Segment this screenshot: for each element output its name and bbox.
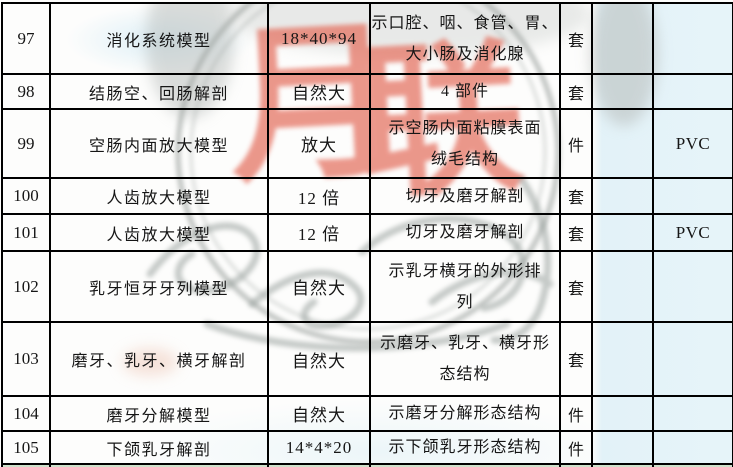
table-row: 102 乳牙恒牙牙列模型 自然大 示乳牙横牙的外形排 列 套 xyxy=(1,250,733,323)
description-cell: 4 部件 xyxy=(369,73,561,110)
sliver-cell xyxy=(559,463,593,467)
material-cell xyxy=(652,430,733,465)
table-row: 97 消化系统模型 18*40*94 示口腔、咽、食管、胃、 大小肠及消化腺 套 xyxy=(1,2,733,75)
row-number-cell: 104 xyxy=(1,395,51,432)
table-row: 101 人齿放大模型 12 倍 切牙及磨牙解剖 套 PVC xyxy=(1,213,733,252)
spec-cell: 14*4*20 xyxy=(267,430,371,465)
extra-cell xyxy=(591,250,654,323)
spec-cell: 18*40*94 xyxy=(267,2,371,75)
row-number-cell: 102 xyxy=(1,250,51,323)
spec-cell: 12 倍 xyxy=(267,213,371,252)
unit-cell: 套 xyxy=(559,73,593,110)
spec-cell: 自然大 xyxy=(267,321,371,397)
description-line: 列 xyxy=(456,293,474,311)
spec-cell: 自然大 xyxy=(267,395,371,432)
extra-cell xyxy=(591,177,654,215)
material-cell xyxy=(652,177,733,215)
extra-cell xyxy=(591,2,654,75)
unit-cell: 件 xyxy=(559,430,593,465)
model-name-cell: 结肠空、回肠解剖 xyxy=(49,73,269,110)
table-row: 105 下颌乳牙解剖 14*4*20 示下颌乳牙形态结构 件 xyxy=(1,430,733,465)
description-line: 切牙及磨牙解剖 xyxy=(405,187,525,205)
model-name-cell: 消化系统模型 xyxy=(49,2,269,75)
row-number-cell: 105 xyxy=(1,430,51,465)
table-row: 104 磨牙分解模型 自然大 示磨牙分解形态结构 件 xyxy=(1,395,733,432)
sliver-cell xyxy=(49,463,269,467)
unit-cell: 套 xyxy=(559,177,593,215)
material-cell: PVC xyxy=(652,213,733,252)
sliver-cell xyxy=(591,463,654,467)
sliver-cell xyxy=(1,463,51,467)
row-number-cell: 99 xyxy=(1,108,51,179)
description-line: 切牙及磨牙解剖 xyxy=(405,224,525,241)
material-cell xyxy=(652,2,733,75)
material-cell xyxy=(652,395,733,432)
table-row: 100 人齿放大模型 12 倍 切牙及磨牙解剖 套 xyxy=(1,177,733,215)
row-number-cell: 101 xyxy=(1,213,51,252)
model-name-cell: 磨牙、乳牙、横牙解剖 xyxy=(49,321,269,397)
material-cell xyxy=(652,321,733,397)
unit-cell: 套 xyxy=(559,321,593,397)
material-cell xyxy=(652,73,733,110)
description-cell: 示空肠内面粘膜表面 绒毛结构 xyxy=(369,108,561,179)
next-row-sliver xyxy=(1,463,733,467)
description-line: 大小肠及消化腺 xyxy=(405,45,525,63)
row-number-cell: 98 xyxy=(1,73,51,110)
model-name-cell: 人齿放大模型 xyxy=(49,177,269,215)
table-row: 103 磨牙、乳牙、横牙解剖 自然大 示磨牙、乳牙、横牙形 态结构 套 xyxy=(1,321,733,397)
spec-cell: 自然大 xyxy=(267,250,371,323)
unit-cell: 件 xyxy=(559,395,593,432)
model-name-cell: 空肠内面放大模型 xyxy=(49,108,269,179)
extra-cell xyxy=(591,321,654,397)
material-cell xyxy=(652,250,733,323)
unit-cell: 套 xyxy=(559,213,593,252)
description-line: 4 部件 xyxy=(440,83,489,100)
model-name-cell: 人齿放大模型 xyxy=(49,213,269,252)
spec-cell: 放大 xyxy=(267,108,371,179)
unit-cell: 件 xyxy=(559,108,593,179)
description-cell: 示磨牙分解形态结构 xyxy=(369,395,561,432)
extra-cell xyxy=(591,73,654,110)
row-number-cell: 103 xyxy=(1,321,51,397)
description-line: 示下颌乳牙形态结构 xyxy=(388,439,542,456)
table-row: 99 空肠内面放大模型 放大 示空肠内面粘膜表面 绒毛结构 件 PVC xyxy=(1,108,733,179)
description-cell: 切牙及磨牙解剖 xyxy=(369,177,561,215)
description-cell: 示乳牙横牙的外形排 列 xyxy=(369,250,561,323)
spec-cell: 自然大 xyxy=(267,73,371,110)
extra-cell xyxy=(591,108,654,179)
extra-cell xyxy=(591,395,654,432)
table-row: 98 结肠空、回肠解剖 自然大 4 部件 套 xyxy=(1,73,733,110)
row-number-cell: 100 xyxy=(1,177,51,215)
description-line: 示乳牙横牙的外形排 xyxy=(388,262,542,280)
model-name-cell: 磨牙分解模型 xyxy=(49,395,269,432)
description-cell: 示下颌乳牙形态结构 xyxy=(369,430,561,465)
sliver-cell xyxy=(267,463,371,467)
unit-cell: 套 xyxy=(559,2,593,75)
spec-cell: 12 倍 xyxy=(267,177,371,215)
description-line: 示口腔、咽、食管、胃、 xyxy=(371,14,559,32)
description-line: 态结构 xyxy=(439,366,491,383)
unit-cell: 套 xyxy=(559,250,593,323)
description-line: 绒毛结构 xyxy=(430,150,499,168)
description-cell: 示磨牙、乳牙、横牙形 态结构 xyxy=(369,321,561,397)
sliver-cell xyxy=(369,463,561,467)
description-line: 示磨牙、乳牙、横牙形 xyxy=(379,335,550,352)
model-name-cell: 下颌乳牙解剖 xyxy=(49,430,269,465)
row-number-cell: 97 xyxy=(1,2,51,75)
extra-cell xyxy=(591,430,654,465)
material-cell: PVC xyxy=(652,108,733,179)
extra-cell xyxy=(591,213,654,252)
description-cell: 示口腔、咽、食管、胃、 大小肠及消化腺 xyxy=(369,2,561,75)
description-line: 示磨牙分解形态结构 xyxy=(388,405,542,422)
sliver-cell xyxy=(652,463,733,467)
description-line: 示空肠内面粘膜表面 xyxy=(388,119,542,137)
description-cell: 切牙及磨牙解剖 xyxy=(369,213,561,252)
model-name-cell: 乳牙恒牙牙列模型 xyxy=(49,250,269,323)
